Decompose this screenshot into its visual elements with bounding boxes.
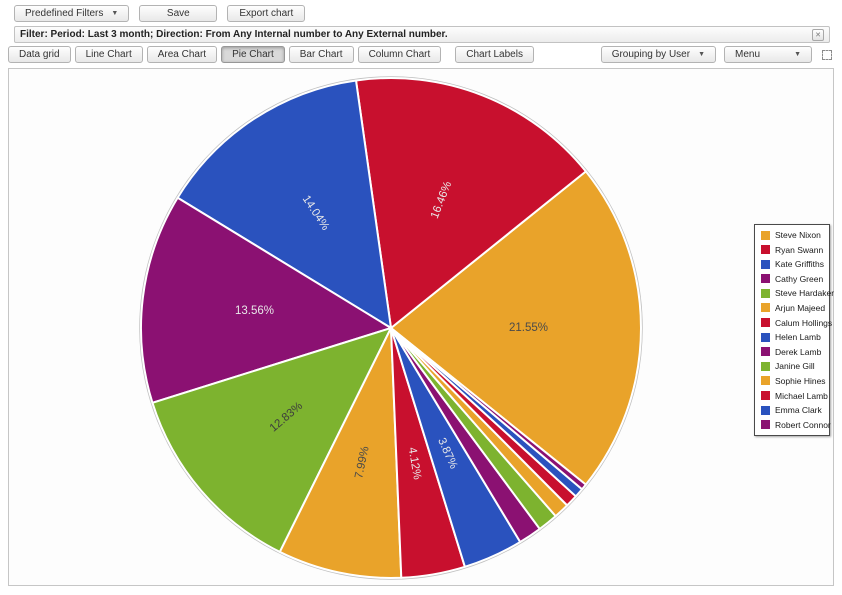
filter-bar[interactable]: Filter: Period: Last 3 month; Direction:… <box>14 26 830 43</box>
legend-swatch-icon <box>761 420 770 430</box>
legend-item-calum-hollings[interactable]: Calum Hollings <box>759 318 832 328</box>
top-toolbar: Predefined Filters ▼ Save Export chart <box>14 5 306 22</box>
legend-item-janine-gill[interactable]: Janine Gill <box>759 361 825 371</box>
chart-type-buttons: Data grid Line Chart Area Chart Pie Chart Ba… <box>8 46 442 63</box>
legend-item-arjun-majeed[interactable]: Arjun Majeed <box>759 303 825 313</box>
menu-dropdown[interactable]: Menu ▼ <box>724 46 812 63</box>
legend-item-label: Derek Lamb <box>775 346 822 357</box>
pie-slice-kate-griffiths[interactable] <box>176 79 392 329</box>
legend-item-kate-griffiths[interactable]: Kate Griffiths <box>759 259 825 269</box>
save-label: Save <box>166 8 190 19</box>
legend-item-ryan-swann[interactable]: Ryan Swann <box>759 245 825 255</box>
legend-item-label: Steve Hardaker <box>775 288 835 299</box>
filter-close-icon[interactable]: ✕ <box>812 28 824 41</box>
legend-item-emma-clark[interactable]: Emma Clark <box>759 405 825 415</box>
legend-item-label: Arjun Majeed <box>775 302 826 313</box>
legend-swatch-icon <box>761 391 770 401</box>
pie-slice-robert-connor[interactable] <box>390 327 587 491</box>
chart-labels-label: Chart Labels <box>466 49 523 60</box>
legend-item-label: Sophie Hines <box>775 375 826 386</box>
legend-item-derek-lamb[interactable]: Derek Lamb <box>759 347 825 357</box>
pie-slice-ryan-swann[interactable] <box>355 77 587 329</box>
fullscreen-button[interactable] <box>820 48 834 62</box>
legend: Steve Nixon Ryan Swann Kate Griffiths Cathy… <box>754 224 834 436</box>
chart-type-column-chart[interactable]: Column Chart <box>357 46 442 63</box>
legend-swatch-icon <box>761 303 770 313</box>
chart-type-bar-chart[interactable]: Bar Chart <box>288 46 354 63</box>
legend-item-steve-hardaker[interactable]: Steve Hardaker <box>759 288 834 298</box>
legend-item-michael-lamb[interactable]: Michael Lamb <box>759 390 828 401</box>
legend-swatch-icon <box>761 361 770 371</box>
chevron-down-icon: ▼ <box>794 51 801 58</box>
save-button[interactable]: Save <box>139 5 218 22</box>
pie-slice-label-calum-hollings: 4.12% <box>406 446 423 480</box>
chevron-down-icon: ▼ <box>698 51 705 58</box>
chart-type-line-chart[interactable]: Line Chart <box>74 46 143 63</box>
expand-icon <box>822 49 832 60</box>
legend-swatch-icon <box>761 332 770 342</box>
legend-swatch-icon <box>761 318 770 328</box>
menu-label: Menu <box>735 49 761 60</box>
grouping-dropdown[interactable]: Grouping by User ▼ <box>600 46 716 63</box>
toolbar-right: Grouping by User ▼ Menu ▼ <box>600 46 834 63</box>
pie-chart: 21.55%16.46%14.04%13.56%12.83%7.99% 4.12%… <box>139 76 643 580</box>
legend-swatch-icon <box>761 376 770 386</box>
legend-swatch-icon <box>761 259 770 269</box>
legend-swatch-icon <box>761 245 770 255</box>
chart-type-data-grid[interactable]: Data grid <box>8 46 71 63</box>
legend-item-label: Cathy Green <box>775 273 824 284</box>
chart-type-pie-chart[interactable]: Pie Chart <box>221 46 285 63</box>
pie-slice-label-steve-nixon: 21.55% <box>509 322 548 334</box>
legend-item-helen-lamb[interactable]: Helen Lamb <box>759 332 825 342</box>
legend-item-steve-nixon[interactable]: Steve Nixon <box>759 230 825 240</box>
grouping-label: Grouping by User <box>611 49 691 60</box>
pie-slice-label-cathy-green: 13.56% <box>235 305 274 317</box>
export-chart-button[interactable]: Export chart <box>227 5 306 22</box>
legend-item-cathy-green[interactable]: Cathy Green <box>759 274 825 284</box>
pie-slice-arjun-majeed[interactable] <box>278 327 403 579</box>
legend-item-label: Emma Clark <box>775 405 822 416</box>
pie-slice-steve-hardaker[interactable] <box>151 327 392 553</box>
chart-toolbar: Data grid Line Chart Area Chart Pie Chart Ba… <box>8 46 834 63</box>
legend-item-label: Helen Lamb <box>775 332 821 343</box>
chart-type-area-chart[interactable]: Area Chart <box>146 46 218 63</box>
legend-item-label: Kate Griffiths <box>775 259 824 270</box>
legend-swatch-icon <box>761 230 770 240</box>
legend-swatch-icon <box>761 288 770 298</box>
legend-item-sophie-hines[interactable]: Sophie Hines <box>759 375 826 386</box>
predefined-filters-label: Predefined Filters <box>25 8 104 19</box>
legend-item-label: Michael Lamb <box>775 390 828 401</box>
export-chart-label: Export chart <box>239 8 294 19</box>
legend-swatch-icon <box>761 347 770 357</box>
pie-slice-cathy-green[interactable] <box>140 196 392 404</box>
pie-chart-panel: 21.55% 16.46% 14.04% 13.56% 12.83% 7.99% 4.12%… <box>8 68 834 586</box>
predefined-filters-dropdown[interactable]: Predefined Filters ▼ <box>14 5 130 22</box>
legend-item-label: Ryan Swann <box>775 244 824 255</box>
chevron-down-icon: ▼ <box>111 10 119 17</box>
filter-text: Filter: Period: Last 3 month; Direction:… <box>20 29 448 40</box>
legend-item-label: Calum Hollings <box>775 317 833 328</box>
legend-swatch-icon <box>761 405 770 415</box>
legend-item-robert-connor[interactable]: Robert Connor <box>759 420 831 430</box>
legend-item-label: Robert Connor <box>775 419 831 430</box>
pie-slice-steve-nixon[interactable] <box>390 170 643 486</box>
legend-swatch-icon <box>761 274 770 284</box>
chart-labels-button[interactable]: Chart Labels <box>455 46 534 63</box>
legend-item-label: Janine Gill <box>775 361 815 372</box>
legend-item-label: Steve Nixon <box>775 230 821 240</box>
